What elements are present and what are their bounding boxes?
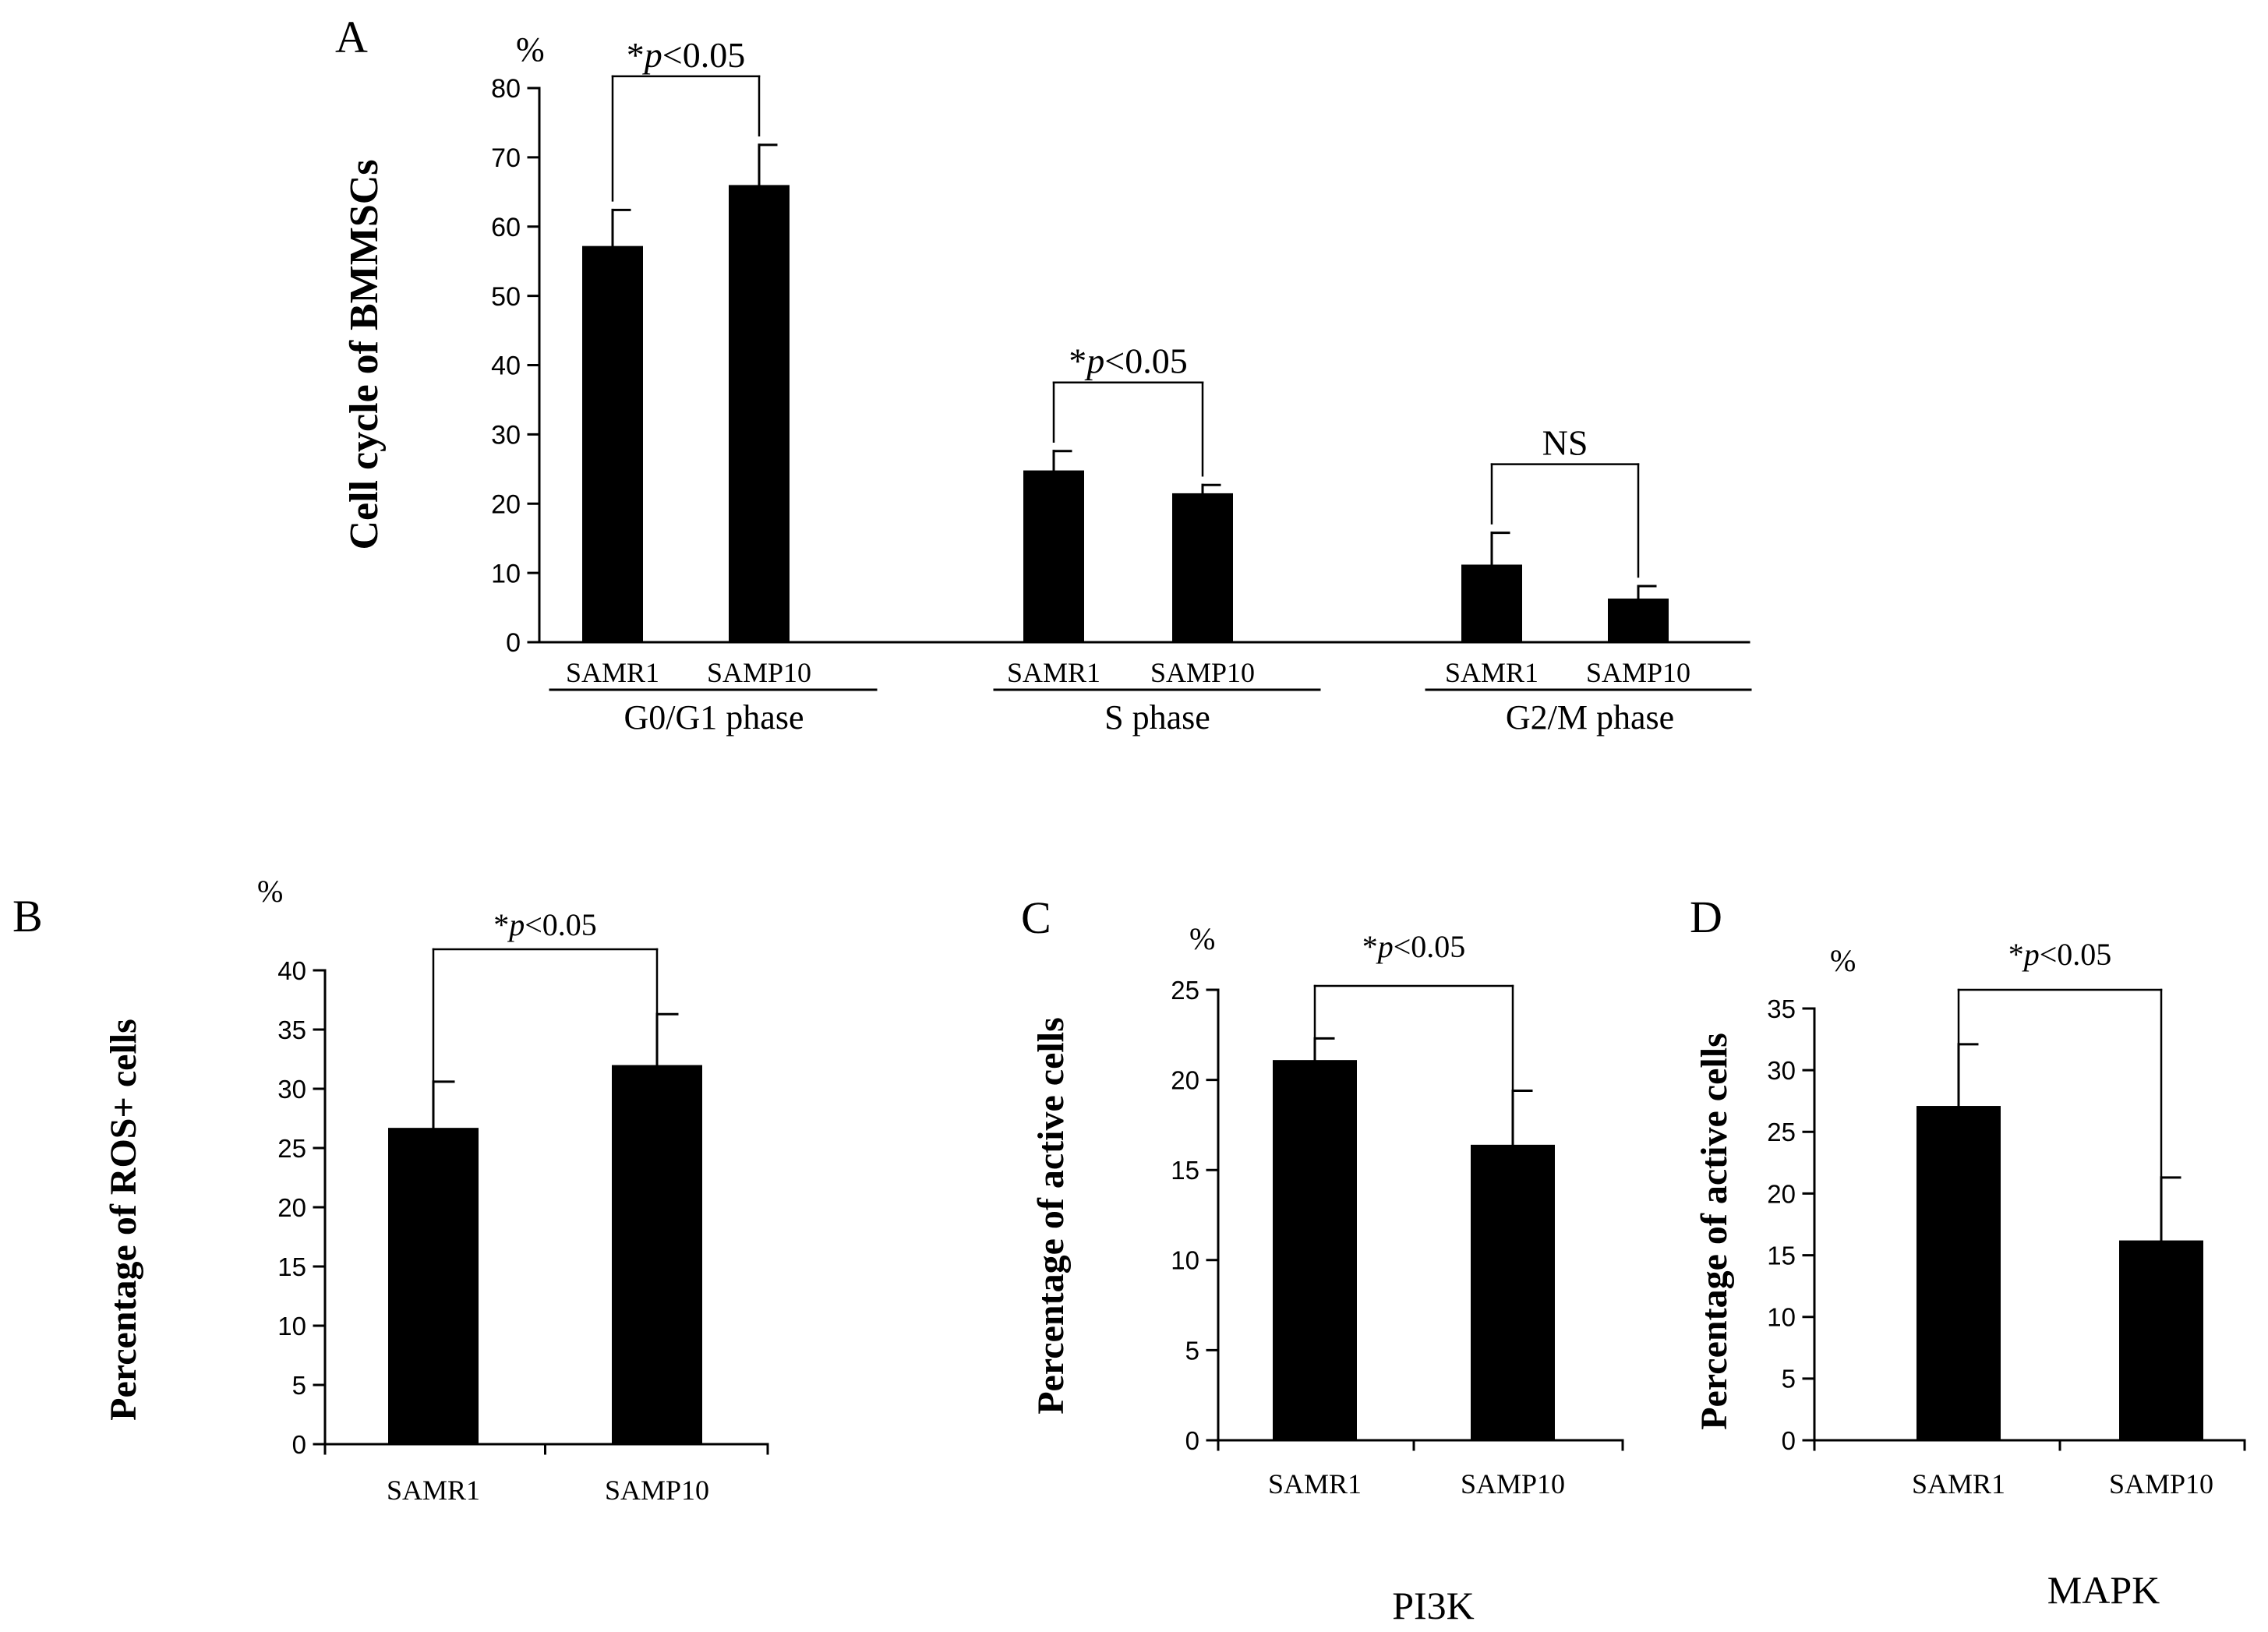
category-label: SAMP10	[605, 1475, 709, 1506]
bar	[1608, 599, 1669, 642]
y-tick-label: 20	[491, 489, 521, 519]
y-tick-label: 30	[1767, 1056, 1796, 1085]
y-tick-label: 50	[491, 282, 521, 312]
y-tick-label: 35	[1767, 994, 1796, 1023]
y-tick-label: 0	[292, 1430, 306, 1459]
category-label: SAMP10	[1586, 657, 1690, 688]
category-label: SAMR1	[566, 657, 659, 688]
bar	[1916, 1106, 2001, 1440]
y-tick-label: 60	[491, 213, 521, 242]
panel-letter: C	[1021, 892, 1051, 943]
y-tick-label: 15	[1767, 1241, 1796, 1270]
y-unit: %	[257, 874, 283, 909]
category-label: SAMR1	[1912, 1468, 2005, 1500]
category-label: SAMR1	[1007, 657, 1100, 688]
y-tick-label: 10	[1171, 1246, 1199, 1275]
y-tick-label: 10	[277, 1312, 306, 1341]
significance-annotation: *p<0.05	[1069, 341, 1187, 381]
category-label: SAMP10	[1461, 1468, 1565, 1500]
y-axis-label: Cell cycle of BMMSCs	[342, 159, 387, 549]
panel-letter: A	[335, 12, 368, 62]
y-tick-label: 0	[1185, 1426, 1199, 1455]
bar	[729, 185, 790, 643]
y-tick-label: 20	[1767, 1179, 1796, 1208]
y-tick-label: 10	[1767, 1303, 1796, 1332]
panel-caption: PI3K	[1392, 1584, 1475, 1627]
bar	[1273, 1060, 1357, 1440]
y-tick-label: 80	[491, 74, 521, 104]
significance-annotation: *p<0.05	[627, 35, 745, 75]
bar	[1172, 493, 1233, 642]
panel-letter: B	[12, 891, 43, 941]
y-tick-label: 10	[491, 559, 521, 588]
y-axis-label: Percentage of active cells	[1694, 1033, 1735, 1430]
y-tick-label: 0	[506, 628, 521, 658]
bar	[582, 246, 643, 642]
bar	[1471, 1144, 1555, 1440]
y-tick-label: 40	[491, 351, 521, 381]
bar	[2119, 1240, 2203, 1440]
category-label: SAMR1	[1445, 657, 1538, 688]
y-tick-label: 30	[491, 421, 521, 450]
y-unit: %	[1189, 921, 1215, 956]
y-tick-label: 25	[1171, 976, 1199, 1005]
bar	[388, 1128, 479, 1444]
panel-letter: D	[1690, 892, 1722, 942]
y-axis-label: Percentage of active cells	[1030, 1017, 1072, 1415]
significance-annotation: *p<0.05	[493, 907, 597, 942]
category-label: SAMR1	[1268, 1468, 1362, 1500]
y-tick-label: 0	[1782, 1426, 1796, 1455]
group-label: G2/M phase	[1506, 698, 1674, 737]
significance-annotation: *p<0.05	[1362, 929, 1466, 964]
y-tick-label: 20	[1171, 1065, 1199, 1094]
bar	[612, 1065, 702, 1444]
y-axis-label: Percentage of ROS+ cells	[103, 1019, 144, 1421]
y-tick-label: 5	[1782, 1365, 1796, 1394]
bar	[1023, 470, 1084, 642]
category-label: SAMP10	[707, 657, 811, 688]
y-tick-label: 15	[277, 1252, 306, 1281]
category-label: SAMR1	[387, 1475, 480, 1506]
y-unit: %	[516, 30, 545, 69]
category-label: SAMP10	[1150, 657, 1255, 688]
y-tick-label: 35	[277, 1016, 306, 1044]
group-label: G0/G1 phase	[624, 698, 804, 737]
y-tick-label: 25	[277, 1134, 306, 1163]
bar	[1461, 564, 1522, 642]
panel-caption: MAPK	[2047, 1568, 2160, 1612]
y-tick-label: 70	[491, 143, 521, 173]
y-tick-label: 20	[277, 1193, 306, 1222]
y-tick-label: 15	[1171, 1156, 1199, 1185]
y-tick-label: 25	[1767, 1118, 1796, 1146]
category-label: SAMP10	[2109, 1468, 2213, 1500]
y-tick-label: 30	[277, 1075, 306, 1104]
significance-annotation: NS	[1542, 423, 1588, 463]
y-tick-label: 5	[1185, 1336, 1199, 1365]
y-tick-label: 5	[292, 1371, 306, 1400]
y-tick-label: 40	[277, 956, 306, 985]
significance-annotation: *p<0.05	[2008, 937, 2112, 972]
y-unit: %	[1830, 943, 1856, 978]
group-label: S phase	[1104, 698, 1210, 737]
